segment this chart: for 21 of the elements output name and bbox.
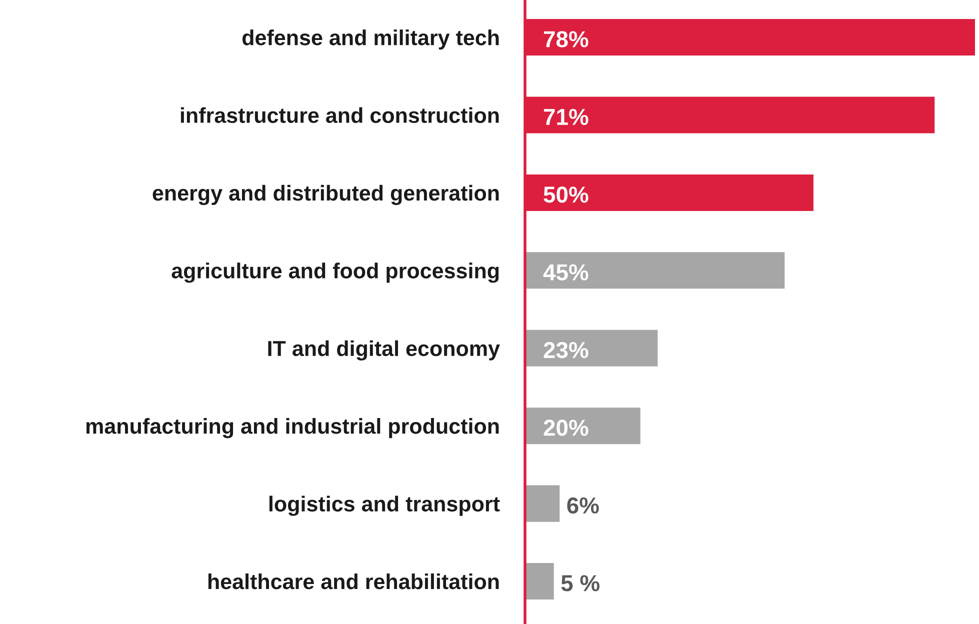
y-tick-label: IT and digital economy — [268, 340, 500, 360]
y-tick-label: energy and distributed generation — [152, 184, 499, 206]
bar — [525, 330, 658, 366]
y-tick-label: infrastructure and construction — [180, 107, 499, 124]
data-label: 6% — [567, 497, 599, 514]
data-label: 5 % — [561, 575, 600, 592]
data-label: 23% — [544, 342, 588, 358]
y-tick-label: defense and military tech — [242, 30, 499, 50]
y-tick-label: logistics and transport — [269, 496, 500, 516]
data-label: 20% — [544, 420, 588, 436]
y-tick-label: agriculture and food processing — [172, 262, 499, 283]
bar — [525, 252, 785, 289]
bar — [525, 485, 560, 522]
data-label: 71% — [544, 108, 588, 125]
data-label: 45% — [543, 264, 588, 280]
data-label: 78% — [544, 31, 588, 48]
data-label: 50% — [544, 186, 588, 203]
y-tick-label: healthcare and rehabilitation — [208, 573, 499, 590]
bar — [525, 563, 554, 600]
y-tick-label: manufacturing and industrial production — [86, 418, 499, 438]
bar — [525, 408, 640, 444]
